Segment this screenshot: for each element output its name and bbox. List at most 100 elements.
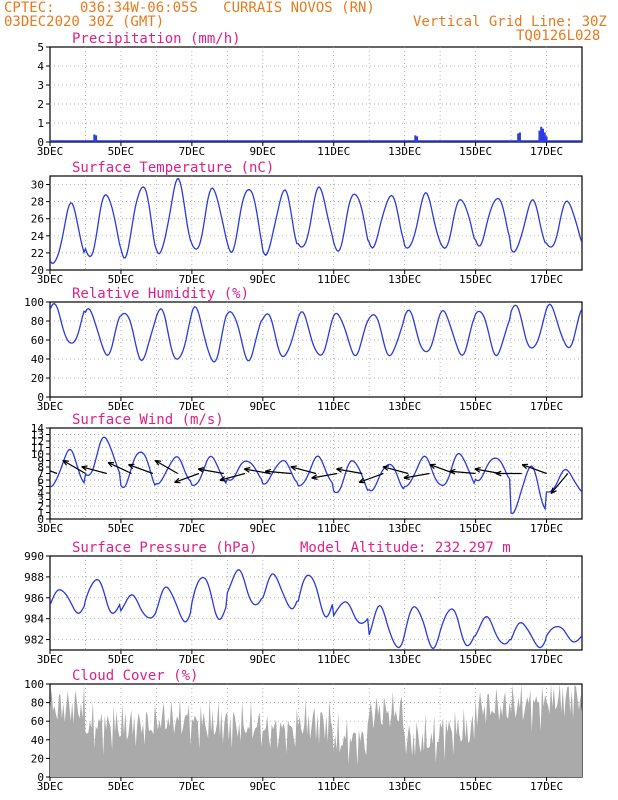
wind-arrow-head bbox=[81, 465, 88, 471]
panel-title: Surface Wind (m/s) bbox=[72, 412, 224, 428]
precip-bar bbox=[541, 128, 544, 142]
x-tick-label: 5DEC bbox=[108, 780, 135, 793]
x-tick-label: 17DEC bbox=[530, 780, 563, 793]
panel-title: Surface Temperature (nC) bbox=[72, 160, 274, 176]
x-tick-label: 7DEC bbox=[179, 522, 206, 535]
cloud-area bbox=[50, 684, 582, 777]
wind-arrow-head bbox=[219, 476, 226, 482]
x-tick-label: 17DEC bbox=[530, 273, 563, 286]
y-tick-label: 60 bbox=[31, 715, 44, 728]
series-group bbox=[50, 684, 582, 777]
wind-arrow bbox=[244, 468, 270, 475]
y-tick-label: 60 bbox=[31, 334, 44, 347]
wind-arrow-head bbox=[290, 465, 297, 471]
wind-arrow-head bbox=[449, 468, 456, 475]
panel-frame bbox=[49, 555, 583, 651]
x-tick-label: 15DEC bbox=[459, 145, 492, 158]
precip-bar bbox=[93, 134, 96, 142]
wind-arrow bbox=[81, 466, 107, 475]
y-tick-label: 100 bbox=[24, 296, 44, 309]
y-tick-label: 14 bbox=[31, 422, 45, 435]
y-tick-label: 80 bbox=[31, 697, 44, 710]
wind-arrow-head bbox=[107, 461, 115, 468]
y-tick-label: 10 bbox=[31, 448, 44, 461]
y-tick-label: 40 bbox=[31, 734, 44, 747]
x-tick-label: 5DEC bbox=[108, 145, 135, 158]
wind-arrow-head bbox=[62, 459, 69, 466]
wind-arrow bbox=[50, 470, 58, 475]
wind-arrow-head bbox=[336, 467, 343, 473]
x-tick-label: 5DEC bbox=[108, 653, 135, 666]
precip-bar bbox=[538, 130, 541, 142]
y-tick-label: 40 bbox=[31, 353, 44, 366]
y-tick-label: 0 bbox=[37, 513, 44, 526]
precip-bar bbox=[540, 126, 543, 142]
x-tick-label: 11DEC bbox=[317, 145, 350, 158]
x-tick-label: 3DEC bbox=[37, 400, 64, 413]
wind-arrow bbox=[62, 459, 86, 475]
x-tick-label: 7DEC bbox=[179, 653, 206, 666]
y-tick-label: 0 bbox=[37, 771, 44, 784]
x-tick-label: 17DEC bbox=[530, 145, 563, 158]
x-tick-label: 9DEC bbox=[250, 145, 277, 158]
series-line bbox=[50, 177, 582, 265]
y-tick-label: 80 bbox=[31, 315, 44, 328]
series-group bbox=[50, 569, 582, 650]
panel-title: Surface Pressure (hPa) bbox=[72, 540, 257, 556]
y-tick-label: 4 bbox=[37, 60, 44, 73]
y-tick-label: 2 bbox=[37, 500, 44, 513]
panel-frame bbox=[49, 46, 583, 143]
y-tick-label: 9 bbox=[37, 455, 44, 468]
y-tick-label: 982 bbox=[24, 634, 44, 647]
x-tick-label: 13DEC bbox=[388, 145, 421, 158]
panel-4: 982 984 986 988 990 3DEC 5DEC 7DEC 9DEC 11DEC 13DE… bbox=[24, 540, 583, 666]
y-tick-label: 1 bbox=[37, 117, 44, 130]
y-tick-label: 0 bbox=[37, 136, 44, 149]
x-tick-label: 5DEC bbox=[108, 522, 135, 535]
x-tick-label: 15DEC bbox=[459, 522, 492, 535]
wind-arrow bbox=[107, 461, 132, 475]
x-tick-label: 15DEC bbox=[459, 780, 492, 793]
wind-arrow bbox=[403, 472, 430, 479]
x-tick-label: 11DEC bbox=[317, 400, 350, 413]
y-tick-label: 2 bbox=[37, 98, 44, 111]
x-tick-label: 3DEC bbox=[37, 653, 64, 666]
panel-frame bbox=[49, 301, 583, 398]
y-tick-label: 7 bbox=[37, 468, 44, 481]
y-tick-label: 988 bbox=[24, 571, 44, 584]
wind-arrow-head bbox=[550, 487, 557, 494]
precip-bar bbox=[545, 136, 548, 142]
x-tick-label: 7DEC bbox=[179, 780, 206, 793]
y-tick-label: 28 bbox=[31, 196, 44, 209]
wind-arrow-head bbox=[154, 459, 162, 466]
y-tick-label: 5 bbox=[37, 481, 44, 494]
precip-bar bbox=[517, 133, 520, 142]
run-date: 03DEC2020 30Z (GMT) bbox=[4, 14, 165, 30]
wind-arrow bbox=[358, 472, 384, 483]
panel-title: Cloud Cover (%) bbox=[72, 668, 198, 684]
x-tick-label: 17DEC bbox=[530, 400, 563, 413]
x-tick-label: 13DEC bbox=[388, 400, 421, 413]
wind-arrow-head bbox=[311, 474, 318, 480]
wind-arrow-head bbox=[429, 463, 436, 470]
model-id: TQ0126L028 bbox=[516, 28, 601, 44]
panel-title: Relative Humidity (%) bbox=[72, 286, 249, 302]
y-tick-label: 4 bbox=[37, 487, 44, 500]
wind-arrow bbox=[265, 470, 292, 475]
x-tick-label: 3DEC bbox=[37, 522, 64, 535]
panel-2: 0 20 40 60 80 100 3DEC 5DEC 7DEC 9DEC 11DEC 13DEC 15… bbox=[24, 286, 583, 413]
chart-header: CPTEC: 036:34W-06:05S CURRAIS NOVOS (RN)… bbox=[0, 0, 618, 44]
grid-line-note: Vertical Grid Line: 30Z bbox=[413, 14, 607, 30]
panel-1: 20 22 24 26 28 30 3DEC 5DEC 7DEC 9DEC 11DEC 13DEC 15… bbox=[31, 160, 583, 286]
x-tick-label: 13DEC bbox=[388, 522, 421, 535]
wind-arrow bbox=[311, 472, 338, 479]
series-group bbox=[50, 302, 582, 363]
wind-arrow bbox=[382, 466, 409, 475]
wind-arrow bbox=[198, 468, 224, 475]
y-tick-label: 990 bbox=[24, 550, 44, 563]
series-group bbox=[50, 177, 582, 265]
x-tick-label: 9DEC bbox=[250, 653, 277, 666]
wind-arrow bbox=[336, 468, 363, 475]
